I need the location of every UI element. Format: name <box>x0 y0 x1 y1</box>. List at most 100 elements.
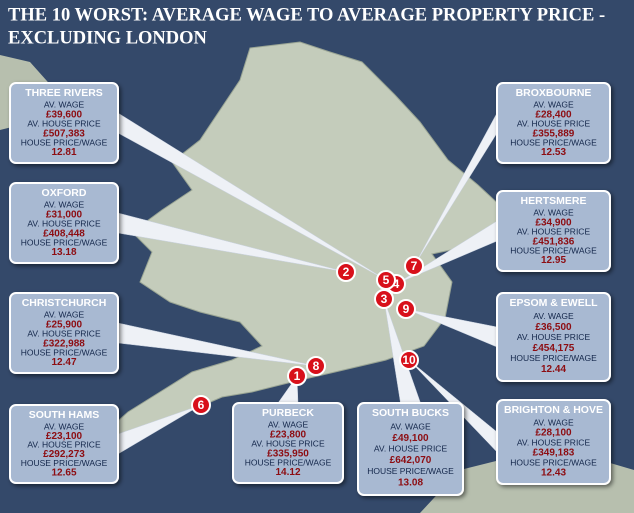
field-value: £322,988 <box>43 338 85 349</box>
rank-label: 4 <box>393 277 400 291</box>
field-value: £335,950 <box>267 448 309 459</box>
area-name: EPSOM & EWELL <box>509 297 598 309</box>
field-label: HOUSE PRICE/WAGE <box>510 245 597 255</box>
rank-marker <box>396 299 416 319</box>
box-bg <box>357 402 464 496</box>
rank-marker <box>336 262 356 282</box>
box-bg <box>496 82 611 164</box>
field-label: HOUSE PRICE/WAGE <box>245 457 332 467</box>
field-label: HOUSE PRICE/WAGE <box>510 457 597 467</box>
field-label: AV. WAGE <box>268 420 309 430</box>
rank-marker <box>376 270 396 290</box>
field-value: £23,800 <box>270 429 307 440</box>
area-name: HERTSMERE <box>521 195 587 207</box>
field-value: 14.12 <box>275 467 300 478</box>
rank-label: 5 <box>383 273 390 287</box>
field-label: HOUSE PRICE/WAGE <box>510 137 597 147</box>
field-value: £642,070 <box>390 455 432 466</box>
field-label: AV. WAGE <box>533 208 574 218</box>
field-value: 12.44 <box>541 364 566 375</box>
field-value: 12.43 <box>541 468 566 479</box>
area-name: CHRISTCHURCH <box>22 297 107 309</box>
box-bg <box>232 402 344 484</box>
field-value: £36,500 <box>535 322 572 333</box>
field-value: £454,175 <box>533 343 575 354</box>
rank-marker <box>374 289 394 309</box>
field-label: AV. HOUSE PRICE <box>517 437 591 447</box>
field-label: HOUSE PRICE/WAGE <box>21 237 108 247</box>
field-value: 12.47 <box>51 357 76 368</box>
field-label: AV. WAGE <box>390 421 431 431</box>
title-line: EXCLUDING LONDON <box>8 28 208 48</box>
rank-marker <box>287 366 307 386</box>
field-label: AV. WAGE <box>44 421 85 431</box>
box-bg <box>496 292 611 382</box>
field-value: £349,183 <box>533 448 575 459</box>
field-value: £408,448 <box>43 228 85 239</box>
rank-marker <box>404 256 424 276</box>
area-name: BROXBOURNE <box>516 87 592 99</box>
box-bg <box>496 399 611 485</box>
area-name: OXFORD <box>42 187 87 199</box>
field-label: AV. WAGE <box>533 417 574 427</box>
rank-label: 2 <box>343 265 350 279</box>
field-label: HOUSE PRICE/WAGE <box>21 458 108 468</box>
area-name: BRIGHTON & HOVE <box>504 404 603 416</box>
field-label: AV. HOUSE PRICE <box>27 119 101 129</box>
field-label: AV. HOUSE PRICE <box>251 439 325 449</box>
rank-label: 9 <box>403 302 410 316</box>
field-label: AV. HOUSE PRICE <box>517 227 591 237</box>
field-value: £31,000 <box>46 209 83 220</box>
field-label: AV. HOUSE PRICE <box>517 332 591 342</box>
box-bg <box>9 404 119 484</box>
field-value: 12.65 <box>51 467 76 478</box>
field-value: £28,100 <box>535 428 572 439</box>
field-label: HOUSE PRICE/WAGE <box>21 137 108 147</box>
field-label: AV. HOUSE PRICE <box>27 440 101 450</box>
field-value: £25,900 <box>46 319 83 330</box>
area-name: THREE RIVERS <box>25 87 103 99</box>
field-label: AV. WAGE <box>533 100 574 110</box>
field-value: £28,400 <box>535 109 572 120</box>
field-label: HOUSE PRICE/WAGE <box>510 353 597 363</box>
field-label: AV. WAGE <box>533 311 574 321</box>
area-name: SOUTH HAMS <box>29 409 100 421</box>
field-value: 13.08 <box>398 477 423 488</box>
field-value: 12.53 <box>541 147 566 158</box>
field-value: £39,600 <box>46 109 83 120</box>
box-bg <box>496 190 611 272</box>
field-value: 12.81 <box>51 147 76 158</box>
field-value: £292,273 <box>43 449 85 460</box>
field-label: AV. WAGE <box>44 310 85 320</box>
field-value: £507,383 <box>43 128 85 139</box>
field-label: HOUSE PRICE/WAGE <box>367 466 454 476</box>
area-name: SOUTH BUCKS <box>372 407 449 419</box>
field-value: £451,836 <box>533 236 575 247</box>
field-value: £49,100 <box>392 433 429 444</box>
rank-label: 7 <box>411 259 418 273</box>
field-value: £23,100 <box>46 431 83 442</box>
box-bg <box>9 292 119 374</box>
markers: 1 2 345 6 7 8 9 10 <box>191 256 424 415</box>
field-value: £34,900 <box>535 217 572 228</box>
rank-label: 8 <box>313 359 320 373</box>
rank-marker <box>306 356 326 376</box>
field-value: £355,889 <box>533 128 575 139</box>
field-label: AV. HOUSE PRICE <box>374 444 448 454</box>
field-label: AV. HOUSE PRICE <box>27 329 101 339</box>
field-value: 12.95 <box>541 255 566 266</box>
rank-label: 10 <box>402 353 416 367</box>
title-line: THE 10 WORST: AVERAGE WAGE TO AVERAGE PR… <box>8 5 605 25</box>
